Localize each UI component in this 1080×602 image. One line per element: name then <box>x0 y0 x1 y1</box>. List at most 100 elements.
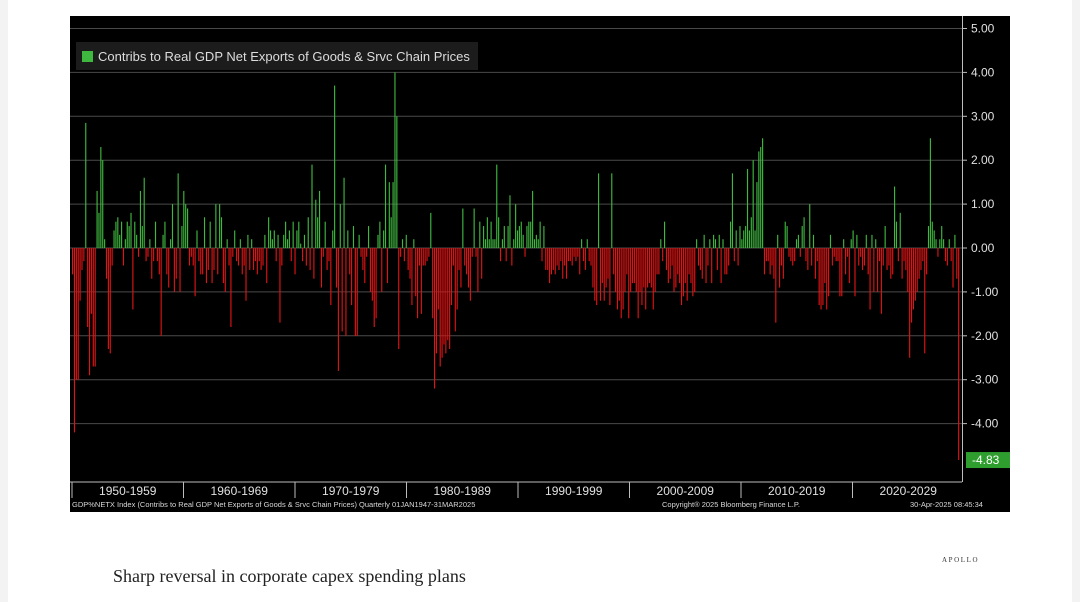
bar-371 <box>771 248 773 266</box>
y-tick-label-2: 3.00 <box>971 109 995 123</box>
bar-321 <box>677 248 679 275</box>
bar-422 <box>867 248 869 275</box>
bar-144 <box>343 177 345 248</box>
bar-285 <box>609 248 611 306</box>
bar-41 <box>149 239 151 248</box>
bar-232 <box>509 195 511 248</box>
bar-297 <box>631 248 634 284</box>
bar-456 <box>931 221 933 248</box>
bar-390 <box>807 248 809 270</box>
bar-344 <box>720 248 722 284</box>
bar-337 <box>707 248 709 266</box>
bar-446 <box>912 248 914 310</box>
bar-214 <box>475 248 477 257</box>
bar-351 <box>733 248 735 262</box>
bar-269 <box>579 248 581 275</box>
bar-429 <box>880 248 882 314</box>
bar-47 <box>160 248 162 336</box>
bar-432 <box>886 248 888 270</box>
bar-129 <box>315 199 317 248</box>
bar-275 <box>590 248 592 266</box>
bar-79 <box>220 217 223 248</box>
bar-399 <box>824 248 826 284</box>
bar-108 <box>275 248 277 262</box>
bar-21 <box>111 248 113 266</box>
bar-133 <box>322 248 324 257</box>
bar-29 <box>126 221 128 248</box>
bar-465 <box>948 239 950 248</box>
footer-index-description: GDP%NETX Index (Contribs to Real GDP Net… <box>72 500 476 509</box>
bar-10 <box>90 248 92 314</box>
bar-362 <box>754 230 756 248</box>
bar-289 <box>616 248 618 310</box>
bar-187 <box>424 248 426 266</box>
bar-234 <box>513 239 515 248</box>
bar-53 <box>171 204 174 248</box>
bar-246 <box>535 234 537 248</box>
bar-313 <box>662 248 664 262</box>
bar-104 <box>268 217 270 248</box>
bar-217 <box>481 248 483 279</box>
bar-89 <box>239 239 241 248</box>
bar-340 <box>713 234 715 248</box>
bar-411 <box>846 248 849 257</box>
bar-263 <box>567 248 569 262</box>
bar-264 <box>569 248 571 262</box>
bar-266 <box>573 248 575 257</box>
bar-407 <box>839 248 841 297</box>
bar-99 <box>258 248 260 262</box>
bar-347 <box>726 248 728 275</box>
bar-304 <box>645 248 647 310</box>
bar-326 <box>686 248 688 301</box>
bar-137 <box>330 248 332 306</box>
bar-178 <box>407 248 409 270</box>
bar-114 <box>286 239 289 248</box>
bar-254 <box>550 248 553 275</box>
bar-213 <box>473 208 475 248</box>
bar-435 <box>892 248 894 275</box>
bar-4 <box>79 248 81 301</box>
footer-copyright: Copyright® 2025 Bloomberg Finance L.P. <box>662 500 800 509</box>
bar-72 <box>207 248 209 270</box>
bar-312 <box>660 239 662 248</box>
bar-235 <box>515 204 517 248</box>
bar-37 <box>141 226 143 248</box>
bar-150 <box>354 248 356 336</box>
bar-115 <box>288 230 290 248</box>
y-tick-label-8: -3.00 <box>971 373 999 387</box>
bar-397 <box>820 248 822 310</box>
bar-270 <box>581 239 583 248</box>
bar-389 <box>805 248 807 262</box>
bar-50 <box>166 248 168 275</box>
bar-363 <box>756 182 758 248</box>
bar-338 <box>709 239 711 248</box>
bar-98 <box>256 248 258 275</box>
bar-111 <box>281 248 283 266</box>
bar-251 <box>545 248 547 270</box>
bar-376 <box>780 248 783 266</box>
bar-90 <box>241 248 243 275</box>
bar-164 <box>381 248 383 292</box>
bar-405 <box>835 248 837 262</box>
bar-349 <box>729 221 732 248</box>
bar-153 <box>360 248 362 257</box>
bar-6 <box>83 248 85 262</box>
bar-0 <box>72 248 74 275</box>
bar-238 <box>520 221 522 248</box>
bar-241 <box>526 226 528 248</box>
bar-236 <box>516 230 519 248</box>
bar-95 <box>251 239 253 248</box>
bar-193 <box>435 248 437 354</box>
bar-33 <box>134 221 136 248</box>
bar-207 <box>462 208 464 248</box>
bar-419 <box>861 248 864 270</box>
bar-381 <box>790 248 792 262</box>
y-tick-label-3: 2.00 <box>971 153 995 167</box>
bar-121 <box>300 243 302 248</box>
bar-323 <box>680 248 683 306</box>
bar-460 <box>939 239 941 248</box>
bar-43 <box>153 248 155 262</box>
bar-109 <box>277 234 279 248</box>
bar-103 <box>266 248 268 284</box>
bar-424 <box>871 234 873 248</box>
